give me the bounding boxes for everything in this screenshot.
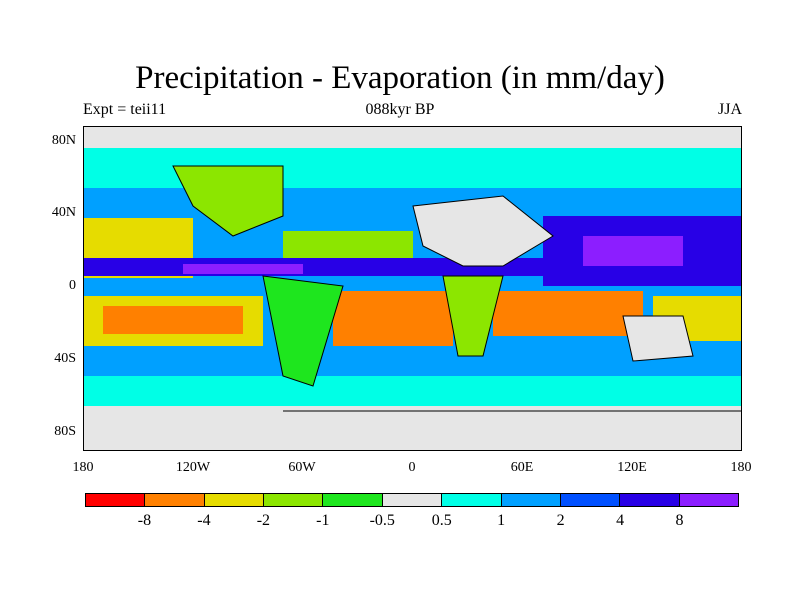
lon-tick-0: 0 xyxy=(408,460,416,475)
colorbar-box-0 xyxy=(86,494,146,506)
colorbar-box-4 xyxy=(323,494,383,506)
colorbar-box-1 xyxy=(145,494,205,506)
colorbar-label-5: 0.5 xyxy=(431,512,452,529)
lon-tick-120e: 120E xyxy=(617,460,647,475)
colorbar-label-3: -1 xyxy=(316,512,330,529)
colorbar-box-8 xyxy=(560,494,621,506)
colorbar-box-9 xyxy=(620,494,680,506)
period-label: 088kyr BP xyxy=(365,101,435,118)
lat-tick-80s: 80S xyxy=(54,424,76,439)
colorbar-box-6 xyxy=(442,494,502,506)
colorbar-label-4: -0.5 xyxy=(369,512,395,529)
lat-tick-80n: 80N xyxy=(51,133,76,148)
colorbar-label-1: -4 xyxy=(197,512,211,529)
lon-tick-180w: 180 xyxy=(72,460,94,475)
colorbar-box-5 xyxy=(382,494,443,506)
map-title: Precipitation - Evaporation (in mm/day) xyxy=(135,60,665,96)
lon-tick-180e: 180 xyxy=(730,460,752,475)
colorbar-box-3 xyxy=(264,494,324,506)
colorbar xyxy=(85,493,739,507)
lon-tick-120w: 120W xyxy=(175,460,211,475)
colorbar-box-7 xyxy=(501,494,561,506)
lat-tick-40n: 40N xyxy=(51,205,76,220)
lat-tick-40s: 40S xyxy=(54,351,76,366)
colorbar-label-9: 8 xyxy=(675,512,684,529)
lon-tick-60e: 60E xyxy=(510,460,534,475)
experiment-label: Expt = teii11 xyxy=(83,101,167,118)
map-panel xyxy=(83,126,742,451)
lat-tick-0: 0 xyxy=(69,278,76,293)
colorbar-label-8: 4 xyxy=(616,512,625,529)
colorbar-label-7: 2 xyxy=(556,512,565,529)
colorbar-box-10 xyxy=(679,494,738,506)
season-label: JJA xyxy=(717,101,742,118)
colorbar-label-2: -2 xyxy=(256,512,271,529)
colorbar-box-2 xyxy=(204,494,265,506)
lon-tick-60w: 60W xyxy=(288,460,316,475)
colorbar-label-6: 1 xyxy=(497,512,506,529)
colorbar-label-0: -8 xyxy=(137,512,152,529)
precip-evap-map xyxy=(83,126,742,451)
